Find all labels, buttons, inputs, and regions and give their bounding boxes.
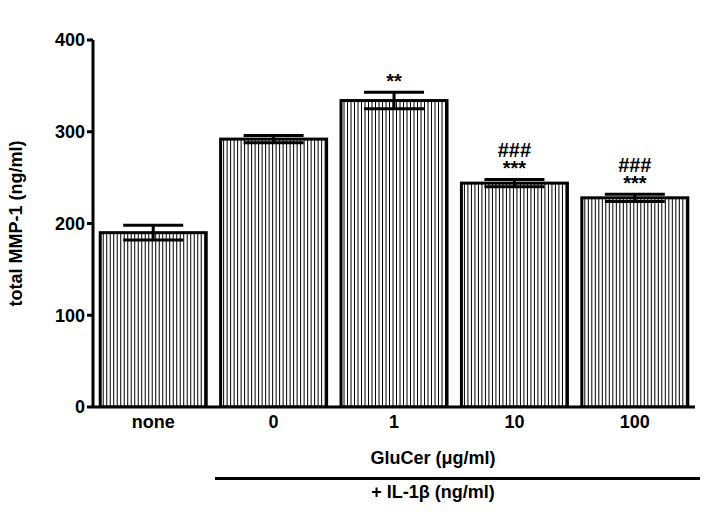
svg-text:none: none	[132, 412, 175, 432]
svg-text:total MMP-1 (ng/ml): total MMP-1 (ng/ml)	[8, 141, 26, 307]
svg-text:***: ***	[623, 172, 647, 194]
svg-text:10: 10	[504, 412, 524, 432]
svg-text:1: 1	[389, 412, 399, 432]
svg-text:100: 100	[620, 412, 650, 432]
svg-text:100: 100	[55, 306, 85, 326]
svg-text:200: 200	[55, 214, 85, 234]
svg-text:**: **	[386, 70, 402, 92]
svg-text:300: 300	[55, 122, 85, 142]
html-text:GluCer (μg/ml): GluCer (μg/ml)	[370, 448, 496, 468]
svg-text:***: ***	[503, 157, 527, 179]
svg-text:400: 400	[55, 30, 85, 50]
svg-text:0: 0	[269, 412, 279, 432]
svg-text:0: 0	[75, 397, 85, 417]
html-text:+ IL-1β (ng/ml): + IL-1β (ng/ml)	[371, 482, 495, 502]
